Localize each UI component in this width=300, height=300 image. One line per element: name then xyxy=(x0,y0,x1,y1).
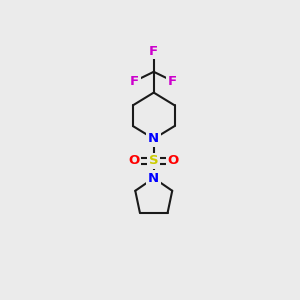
Text: F: F xyxy=(168,74,177,88)
Text: S: S xyxy=(149,154,159,167)
Text: O: O xyxy=(168,154,179,167)
Text: F: F xyxy=(130,74,140,88)
Text: F: F xyxy=(149,44,158,58)
Text: N: N xyxy=(148,172,159,184)
Text: N: N xyxy=(148,132,159,145)
Text: O: O xyxy=(128,154,140,167)
